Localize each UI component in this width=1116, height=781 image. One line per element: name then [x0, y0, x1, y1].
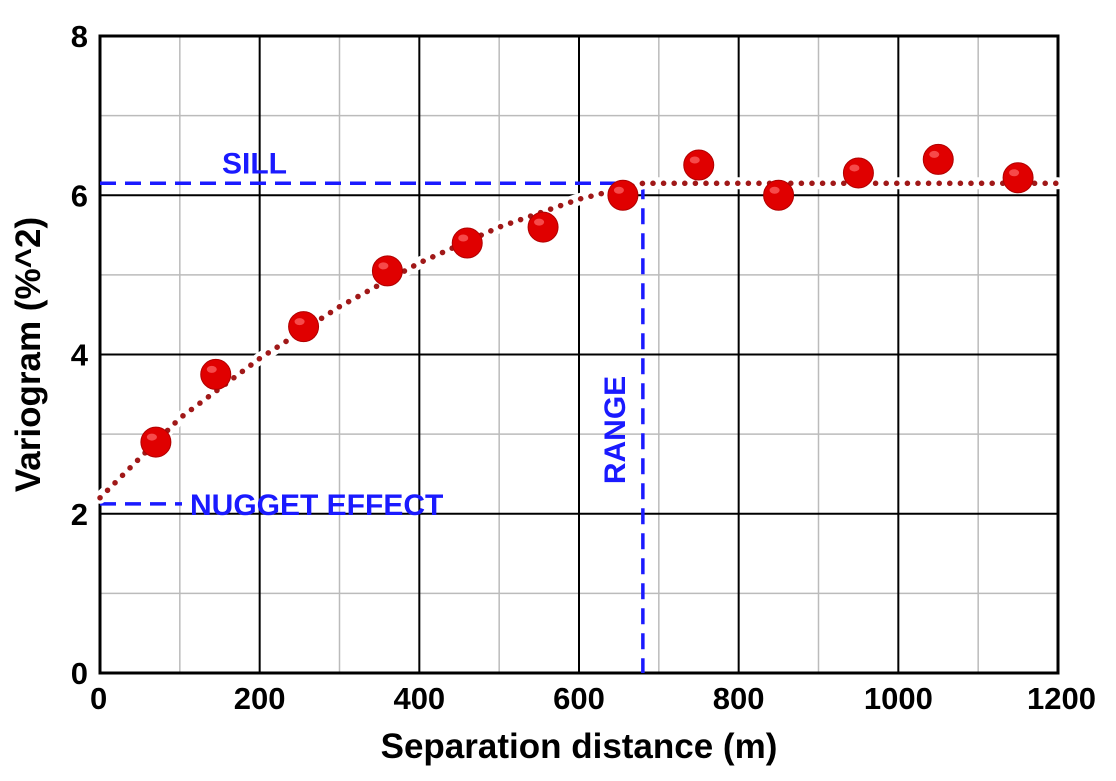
y-tick-label: 0 — [71, 656, 88, 691]
data-point-highlight — [613, 186, 624, 194]
data-point-highlight — [378, 262, 389, 270]
y-axis-label: Variogram (%^2) — [9, 217, 48, 492]
data-point-highlight — [294, 318, 305, 326]
y-tick-label: 6 — [71, 178, 88, 213]
x-tick-label: 1200 — [1027, 681, 1096, 716]
y-tick-label: 2 — [71, 497, 88, 532]
data-point — [1002, 162, 1034, 194]
data-point-highlight — [458, 234, 469, 242]
data-point-marker — [607, 179, 639, 211]
range-label: RANGE — [599, 376, 632, 484]
y-tick-label: 8 — [71, 19, 88, 54]
model-curve-line — [97, 180, 1061, 501]
tick-labels: 0 200 400 600 800 1000 1200 0 2 4 6 8 — [71, 19, 1096, 716]
data-point — [200, 358, 232, 390]
data-point-highlight — [146, 433, 157, 441]
data-point-highlight — [769, 186, 780, 194]
data-point-marker — [763, 179, 795, 211]
data-point-highlight — [206, 365, 217, 373]
x-tick-label: 400 — [393, 681, 445, 716]
data-point-marker — [288, 311, 320, 343]
data-point-highlight — [849, 164, 860, 172]
data-point-marker — [683, 149, 715, 181]
x-tick-label: 800 — [713, 681, 765, 716]
data-point-marker — [451, 227, 483, 259]
data-point — [371, 255, 403, 287]
data-point-marker — [200, 358, 232, 390]
data-points — [140, 143, 1034, 458]
annotation-labels: SILL RANGE NUGGET EFFECT — [190, 147, 632, 522]
data-point — [842, 157, 874, 189]
x-axis-label: Separation distance (m) — [381, 727, 778, 766]
data-point-marker — [842, 157, 874, 189]
data-point — [607, 179, 639, 211]
data-point-marker — [922, 143, 954, 175]
data-point-marker — [1002, 162, 1034, 194]
y-tick-label: 4 — [71, 338, 89, 373]
data-point-highlight — [929, 150, 940, 158]
data-point — [922, 143, 954, 175]
nugget-effect-label: NUGGET EFFECT — [190, 489, 443, 522]
data-point — [763, 179, 795, 211]
model-curve — [94, 177, 1064, 504]
data-point-highlight — [689, 156, 700, 164]
data-point — [140, 426, 172, 458]
x-tick-label: 200 — [234, 681, 286, 716]
annotation-guides — [100, 181, 645, 673]
data-point-marker — [527, 211, 559, 243]
data-point — [288, 311, 320, 343]
data-point — [451, 227, 483, 259]
x-tick-label: 1000 — [864, 681, 933, 716]
plot-frame — [98, 34, 1060, 675]
data-point — [527, 211, 559, 243]
x-tick-label: 600 — [553, 681, 605, 716]
sill-label: SILL — [222, 147, 287, 180]
x-tick-label: 0 — [90, 681, 107, 716]
data-point — [683, 149, 715, 181]
data-point-marker — [140, 426, 172, 458]
data-point-marker — [371, 255, 403, 287]
data-point-highlight — [1009, 169, 1020, 177]
major-grid — [99, 35, 1059, 674]
data-point-highlight — [534, 218, 545, 226]
